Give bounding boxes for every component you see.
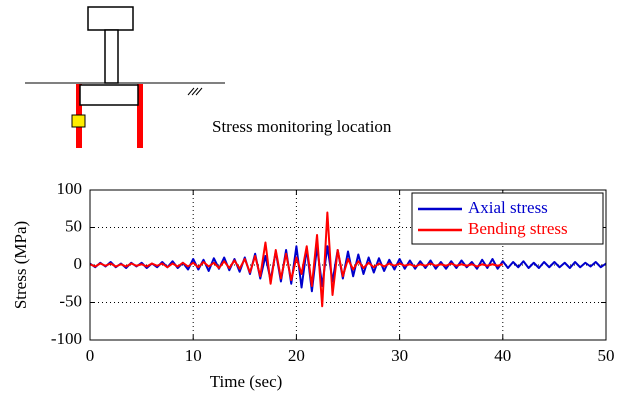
legend-label: Axial stress bbox=[468, 198, 548, 217]
legend-box bbox=[411, 192, 604, 245]
series-line bbox=[89, 211, 504, 308]
plot-area: -100 -50 0 50 100 0 10 20 30 40 50 Axial stress Bend… bbox=[51, 179, 615, 365]
x-tick-label: 30 bbox=[391, 346, 408, 365]
plot-frame bbox=[89, 189, 607, 341]
series-line bbox=[89, 245, 607, 293]
x-tick-label: 0 bbox=[86, 346, 95, 365]
y-tick-label: 100 bbox=[57, 179, 83, 198]
y-tick-label: -50 bbox=[59, 291, 82, 310]
ground-hatch bbox=[187, 87, 203, 96]
y-tick-label: -100 bbox=[51, 329, 82, 348]
x-tick-label: 10 bbox=[185, 346, 202, 365]
x-tick-label: 50 bbox=[598, 346, 615, 365]
legend-label: Bending stress bbox=[468, 219, 568, 238]
annotation: Stress monitoring location bbox=[212, 117, 392, 136]
y-axis-label: Stress (MPa) bbox=[11, 221, 30, 309]
column bbox=[104, 29, 119, 84]
superstructure bbox=[87, 6, 134, 31]
pile bbox=[137, 84, 143, 148]
x-tick-label: 20 bbox=[288, 346, 305, 365]
y-tick-label: 0 bbox=[74, 254, 83, 273]
footing bbox=[79, 84, 139, 106]
x-axis-label: Time (sec) bbox=[210, 372, 283, 391]
y-tick-label: 50 bbox=[65, 216, 82, 235]
structure-diagram: Stress monitoring location bbox=[25, 6, 392, 148]
x-tick-label: 40 bbox=[494, 346, 511, 365]
monitoring-point bbox=[71, 114, 86, 128]
